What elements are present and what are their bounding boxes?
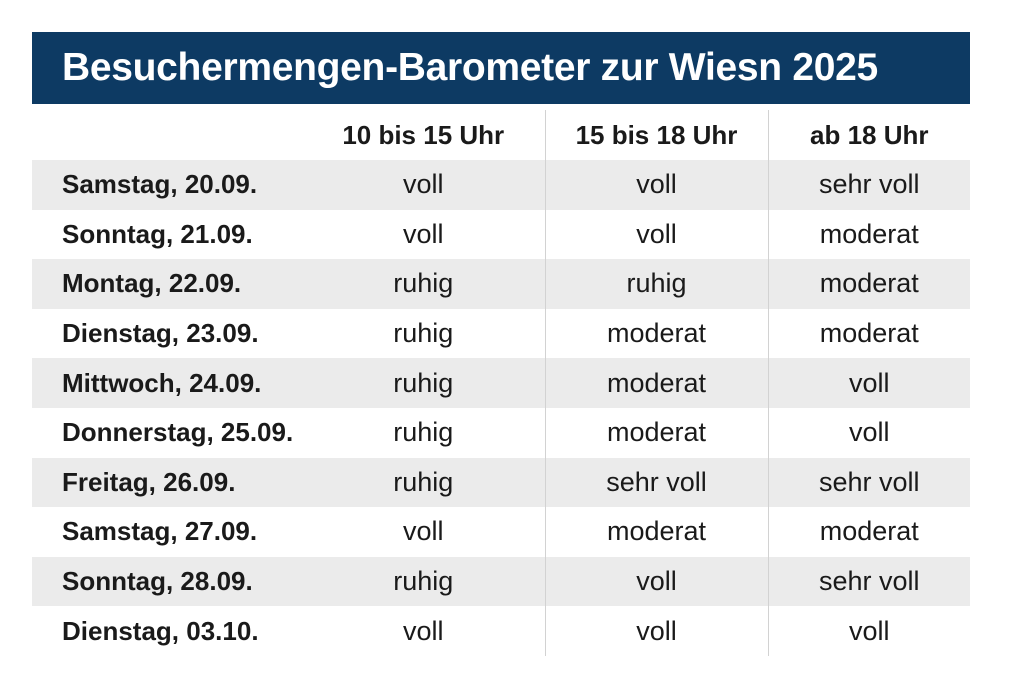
slot-15-18-cell: moderat: [544, 407, 768, 458]
slot-10-15-cell: ruhig: [302, 457, 545, 508]
title-banner: Besuchermengen-Barometer zur Wiesn 2025: [32, 32, 970, 104]
slot-10-15-cell: voll: [302, 209, 545, 260]
slot-after-18-cell: moderat: [767, 209, 970, 260]
slot-after-18-cell: voll: [767, 407, 970, 458]
table-row: Montag, 22.09. ruhig ruhig moderat: [32, 259, 970, 309]
table-row: Freitag, 26.09. ruhig sehr voll sehr vol…: [32, 457, 970, 508]
slot-10-15-cell: voll: [302, 507, 545, 557]
page-title: Besuchermengen-Barometer zur Wiesn 2025: [62, 46, 878, 89]
slot-15-18-cell: ruhig: [544, 259, 768, 309]
slot-after-18-cell: sehr voll: [767, 457, 970, 508]
slot-10-15-cell: voll: [302, 606, 545, 656]
day-cell: Donnerstag, 25.09.: [32, 407, 302, 458]
slot-10-15-cell: ruhig: [302, 358, 545, 408]
table-row: Sonntag, 28.09. ruhig voll sehr voll: [32, 556, 970, 607]
slot-15-18-cell: moderat: [544, 507, 768, 557]
slot-15-18-cell: voll: [544, 209, 768, 260]
slot-10-15-cell: ruhig: [302, 308, 545, 359]
column-header-10-15: 10 bis 15 Uhr: [342, 119, 505, 150]
slot-after-18-cell: sehr voll: [767, 556, 970, 607]
table-row: Dienstag, 03.10. voll voll voll: [32, 606, 970, 656]
slot-after-18-cell: voll: [767, 358, 970, 408]
table-header-row: 10 bis 15 Uhr 15 bis 18 Uhr ab 18 Uhr: [32, 110, 970, 160]
column-header-15-18: 15 bis 18 Uhr: [544, 110, 768, 160]
slot-15-18-cell: moderat: [544, 308, 768, 359]
table-row: Dienstag, 23.09. ruhig moderat moderat: [32, 308, 970, 359]
slot-15-18-cell: moderat: [544, 358, 768, 408]
slot-after-18-cell: sehr voll: [767, 160, 970, 210]
day-cell: Montag, 22.09.: [32, 259, 302, 309]
table-row: Mittwoch, 24.09. ruhig moderat voll: [32, 358, 970, 408]
table-row: Donnerstag, 25.09. ruhig moderat voll: [32, 407, 970, 458]
day-cell: Samstag, 20.09.: [32, 160, 302, 210]
table-row: Samstag, 20.09. voll voll sehr voll: [32, 160, 970, 210]
slot-10-15-cell: ruhig: [302, 259, 545, 309]
day-cell: Sonntag, 21.09.: [32, 209, 302, 260]
day-cell: Dienstag, 23.09.: [32, 308, 302, 359]
slot-after-18-cell: moderat: [767, 259, 970, 309]
slot-15-18-cell: sehr voll: [544, 457, 768, 508]
slot-10-15-cell: ruhig: [302, 556, 545, 607]
slot-10-15-cell: ruhig: [302, 407, 545, 458]
crowd-barometer-table: 10 bis 15 Uhr 15 bis 18 Uhr ab 18 Uhr Sa…: [32, 110, 970, 656]
table-row: Samstag, 27.09. voll moderat moderat: [32, 507, 970, 557]
slot-after-18-cell: moderat: [767, 507, 970, 557]
slot-after-18-cell: moderat: [767, 308, 970, 359]
day-cell: Dienstag, 03.10.: [32, 606, 302, 656]
slot-15-18-cell: voll: [544, 556, 768, 607]
table-row: Sonntag, 21.09. voll voll moderat: [32, 209, 970, 260]
slot-15-18-cell: voll: [544, 606, 768, 656]
day-cell: Mittwoch, 24.09.: [32, 358, 302, 408]
slot-10-15-cell: voll: [302, 160, 545, 210]
slot-15-18-cell: voll: [544, 160, 768, 210]
day-cell: Freitag, 26.09.: [32, 457, 302, 508]
column-header-day: [32, 110, 302, 160]
slot-after-18-cell: voll: [767, 606, 970, 656]
day-cell: Sonntag, 28.09.: [32, 556, 302, 607]
day-cell: Samstag, 27.09.: [32, 507, 302, 557]
column-header-after-18: ab 18 Uhr: [767, 110, 970, 160]
